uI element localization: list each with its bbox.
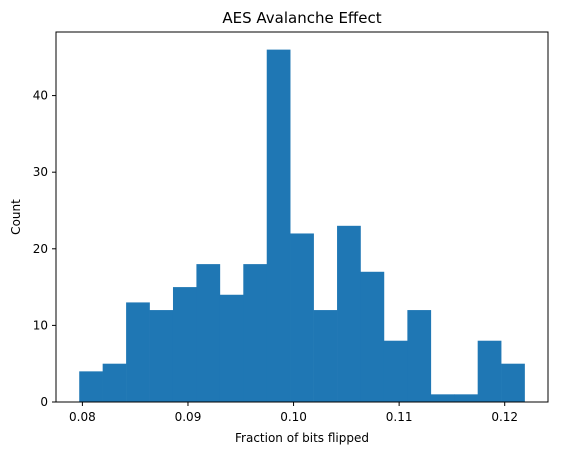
y-tick-label: 0: [40, 395, 48, 409]
histogram-bar: [126, 302, 150, 402]
x-tick-label: 0.12: [491, 410, 518, 424]
histogram-bar: [478, 341, 502, 402]
histogram-bar: [407, 310, 431, 402]
histogram-bar: [79, 371, 103, 402]
x-tick-label: 0.08: [69, 410, 96, 424]
y-axis-label: Count: [9, 199, 23, 235]
y-tick-label: 20: [33, 242, 48, 256]
histogram-bar: [431, 394, 455, 402]
histogram-bar: [454, 394, 478, 402]
x-tick-label: 0.09: [175, 410, 202, 424]
histogram-bar: [290, 233, 314, 402]
histogram-bar: [150, 310, 174, 402]
histogram-bar: [360, 272, 384, 402]
histogram-bar: [314, 310, 338, 402]
y-axis-ticks: 0 10 20 30 40: [33, 89, 56, 409]
histogram-bar: [243, 264, 267, 402]
histogram-bar: [103, 364, 127, 402]
y-tick-label: 40: [33, 89, 48, 103]
x-tick-label: 0.10: [280, 410, 307, 424]
chart-title: AES Avalanche Effect: [222, 9, 381, 27]
y-tick-label: 30: [33, 165, 48, 179]
x-axis-label: Fraction of bits flipped: [235, 431, 369, 445]
histogram-bar: [337, 226, 361, 402]
histogram-bar: [267, 50, 291, 402]
bars-group: [79, 50, 525, 402]
histogram-bar: [384, 341, 408, 402]
y-tick-label: 10: [33, 318, 48, 332]
histogram-bar: [501, 364, 525, 402]
histogram-bar: [196, 264, 220, 402]
histogram-bar: [173, 287, 197, 402]
x-axis-ticks: 0.08 0.09 0.10 0.11 0.12: [69, 402, 518, 424]
histogram-bar: [220, 295, 244, 402]
x-tick-label: 0.11: [386, 410, 413, 424]
